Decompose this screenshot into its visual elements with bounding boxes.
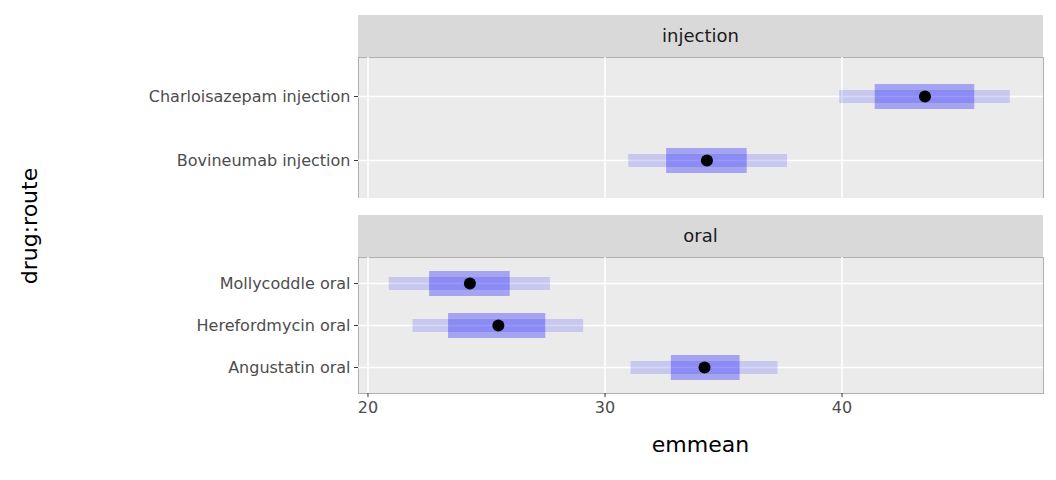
html-text:drug:route: drug:route: [17, 167, 42, 285]
svg-text:Herefordmycin oral: Herefordmycin oral: [197, 316, 351, 335]
svg-text:Charloisazepam injection: Charloisazepam injection: [149, 87, 351, 106]
svg-text:Mollycoddle oral: Mollycoddle oral: [220, 274, 351, 293]
svg-text:20: 20: [358, 398, 378, 417]
html-text:injection: injection: [662, 25, 739, 46]
svg-text:Angustatin oral: Angustatin oral: [228, 358, 350, 377]
svg-text:30: 30: [595, 398, 615, 417]
svg-text:Bovineumab injection: Bovineumab injection: [177, 151, 351, 170]
html-text:oral: oral: [683, 225, 718, 246]
svg-text:40: 40: [832, 398, 852, 417]
html-text:emmean: emmean: [651, 432, 750, 457]
